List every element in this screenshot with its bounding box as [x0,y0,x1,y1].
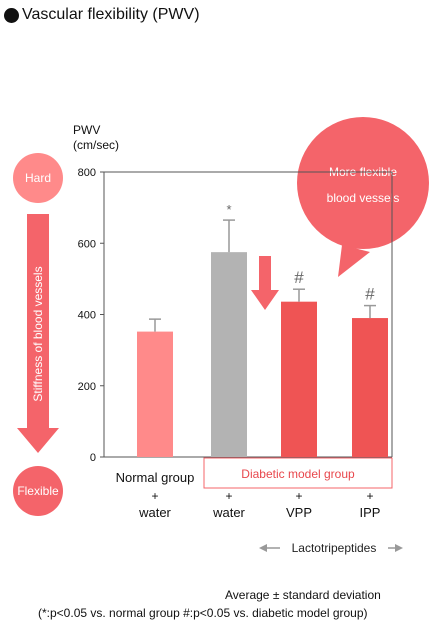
chart-title: Vascular flexibility (PWV) [4,6,200,24]
hard-label: Hard [25,171,51,185]
lacto-right-arrow-icon [395,544,403,552]
x-category-plus: + [366,489,373,503]
callout-tail [338,245,370,277]
footnote-significance: (*:p<0.05 vs. normal group #:p<0.05 vs. … [38,606,368,620]
significance-mark: * [226,202,231,217]
significance-mark: # [294,268,304,287]
x-category-bottom: water [138,505,171,520]
stiffness-arrow-icon [17,214,59,453]
lacto-left-arrow-icon [259,544,267,552]
bullet-icon [4,7,19,23]
flexible-circle [13,466,63,516]
bar [281,301,317,457]
hard-circle [13,153,63,203]
flexible-label: Flexible [17,484,59,498]
bar [211,252,247,457]
x-category-bottom: water [212,505,245,520]
y-axis-label: PWV (cm/sec) [73,123,119,153]
callout-line2: blood vessels [327,191,400,205]
bar [352,318,388,457]
x-category-plus: + [225,489,232,503]
x-category-bottom: VPP [286,505,312,520]
decrease-arrow-icon [251,256,279,310]
y-tick-label: 600 [78,238,96,250]
diabetic-group-box [203,457,393,489]
x-category-plus: + [295,489,302,503]
footnote-average: Average ± standard deviation [225,588,381,602]
y-tick-label: 0 [90,452,96,464]
significance-mark: # [365,285,375,304]
diabetic-group-label: Diabetic model group [241,467,355,481]
y-axis-label-line2: (cm/sec) [73,138,119,152]
y-tick-label: 200 [78,381,96,393]
x-category-bottom: IPP [360,505,381,520]
callout-bubble [297,117,429,249]
y-axis-label-line1: PWV [73,123,101,137]
y-tick-label: 400 [78,310,96,322]
y-tick-label: 800 [78,167,96,179]
bar [137,331,173,457]
x-category-top: Normal group [116,470,195,485]
lacto-label: Lactotripeptides [292,541,377,555]
stiffness-label: Stiffness of blood vessels [31,266,45,401]
x-category-plus: + [151,489,158,503]
chart-title-text: Vascular flexibility (PWV) [22,6,200,23]
